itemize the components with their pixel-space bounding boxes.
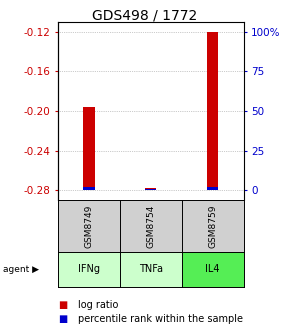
Text: ■: ■ — [58, 314, 67, 324]
Bar — [83, 186, 95, 190]
Bar — [145, 188, 156, 190]
Text: GSM8754: GSM8754 — [146, 204, 155, 248]
Text: GSM8759: GSM8759 — [208, 204, 217, 248]
Bar — [207, 186, 218, 190]
Bar — [207, 32, 218, 190]
Text: percentile rank within the sample: percentile rank within the sample — [78, 314, 243, 324]
Text: IFNg: IFNg — [78, 264, 100, 275]
Text: log ratio: log ratio — [78, 300, 119, 310]
Text: TNFa: TNFa — [139, 264, 163, 275]
Text: IL4: IL4 — [205, 264, 220, 275]
Text: agent ▶: agent ▶ — [3, 265, 39, 274]
Text: ■: ■ — [58, 300, 67, 310]
Text: GSM8749: GSM8749 — [84, 204, 93, 248]
Text: GDS498 / 1772: GDS498 / 1772 — [93, 8, 197, 23]
Bar — [145, 189, 156, 190]
Bar — [83, 107, 95, 190]
